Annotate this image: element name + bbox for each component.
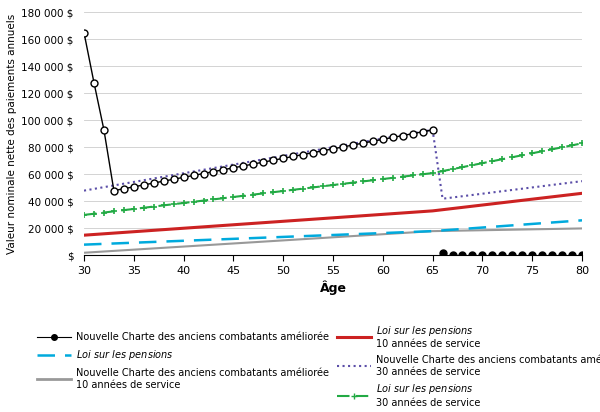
Y-axis label: Valeur nominale nette des paiements annuels: Valeur nominale nette des paiements annu… bbox=[7, 14, 17, 254]
Legend: Nouvelle Charte des anciens combatants améliorée, $\it{Loi\ sur\ les\ pensions}$: Nouvelle Charte des anciens combatants a… bbox=[37, 323, 600, 408]
X-axis label: Âge: Âge bbox=[320, 280, 347, 295]
